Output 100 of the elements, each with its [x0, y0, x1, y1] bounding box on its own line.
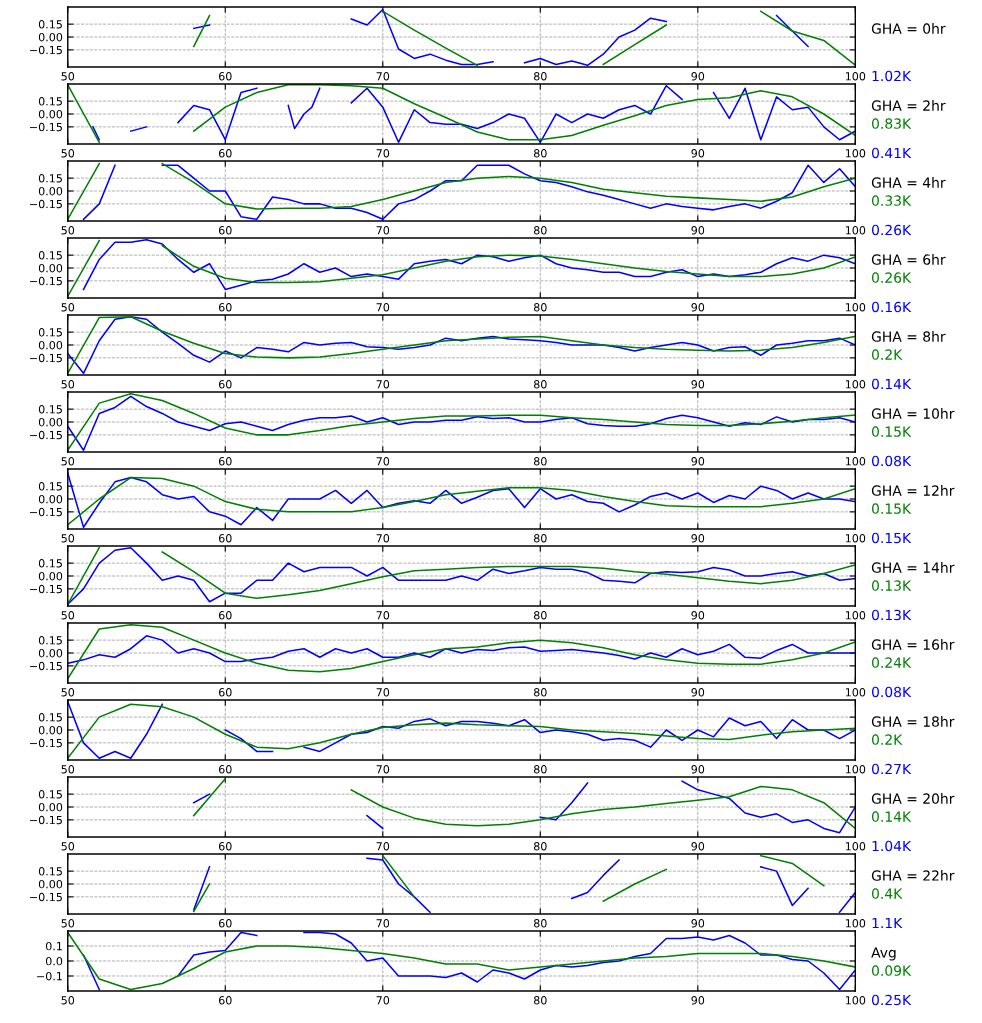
x-tick-label: 60: [218, 457, 232, 466]
y-tick-label: 0.15: [38, 405, 62, 414]
x-tick-label: 50: [61, 457, 75, 466]
x-tick-label: 60: [218, 996, 232, 1005]
y-tick-label: 0.15: [38, 174, 62, 183]
text: GHA = 10hr: [871, 408, 955, 419]
text: 0.08K: [871, 455, 912, 467]
y-tick-label: 0.15: [38, 251, 62, 260]
x-tick-label: 100: [845, 457, 866, 466]
x-tick-label: 50: [61, 919, 75, 928]
text: 0.2K: [871, 734, 903, 745]
text: 0.4K: [871, 888, 903, 899]
x-tick-label: 80: [533, 226, 547, 235]
y-tick-label: −0.15: [30, 430, 62, 440]
x-tick-label: 60: [218, 149, 232, 158]
text: 1.1K: [872, 917, 903, 929]
x-tick-label: 80: [533, 149, 547, 158]
y-tick-label: 0.1: [45, 941, 62, 951]
text: GHA = 4hr: [871, 177, 946, 188]
y-tick-label: 0.00: [38, 648, 63, 658]
x-tick-label: 70: [376, 534, 390, 543]
x-tick-label: 80: [533, 380, 547, 389]
text: GHA = 0hr: [871, 23, 946, 34]
x-tick-label: 70: [376, 226, 390, 235]
line-series: [67, 546, 856, 606]
x-tick-label: 80: [533, 765, 547, 774]
x-tick-label: 50: [61, 380, 75, 389]
x-tick-label: 70: [376, 72, 390, 81]
text: 0.14K: [871, 811, 912, 822]
text: 0.13K: [871, 580, 912, 591]
x-tick-label: 80: [533, 996, 547, 1005]
x-tick-label: 80: [533, 611, 547, 620]
x-tick-label: 100: [845, 996, 866, 1005]
x-tick-label: 50: [61, 72, 75, 81]
x-tick-label: 90: [691, 457, 705, 466]
x-tick-label: 70: [376, 380, 390, 389]
text: 0.15K: [871, 426, 912, 437]
x-tick-label: 60: [218, 765, 232, 774]
x-tick-label: 70: [376, 457, 390, 466]
line-series: [67, 623, 856, 680]
x-tick-label: 100: [845, 149, 866, 158]
x-tick-label: 50: [61, 765, 75, 774]
text: 0.26K: [871, 272, 912, 283]
text: 1.04K: [872, 840, 912, 852]
x-tick-label: 90: [691, 380, 705, 389]
y-tick-label: 0.00: [38, 186, 63, 196]
text: GHA = 22hr: [871, 870, 955, 881]
x-tick-label: 50: [61, 534, 75, 543]
y-tick-label: −0.15: [30, 892, 62, 902]
x-tick-label: 70: [376, 842, 390, 851]
x-tick-label: 70: [376, 303, 390, 312]
x-tick-label: 70: [376, 611, 390, 620]
text: 0.16K: [871, 301, 912, 313]
x-tick-label: 100: [845, 919, 866, 928]
x-tick-label: 50: [61, 611, 75, 620]
x-tick-label: 70: [376, 149, 390, 158]
y-tick-label: −0.15: [30, 45, 62, 55]
x-tick-label: 50: [61, 303, 75, 312]
text: 0.09K: [871, 965, 912, 976]
y-tick-label: 0.15: [38, 559, 62, 568]
y-tick-label: −0.15: [30, 584, 62, 594]
x-tick-label: 50: [61, 688, 75, 697]
y-tick-label: 0.00: [38, 802, 63, 812]
x-tick-label: 70: [376, 996, 390, 1005]
text: 0.14K: [871, 378, 912, 390]
text: 0.13K: [871, 609, 912, 621]
y-tick-label: −0.15: [30, 122, 62, 132]
text: 0.15K: [871, 503, 912, 514]
text: 0.25K: [871, 994, 912, 1006]
x-tick-label: 60: [218, 380, 232, 389]
x-tick-label: 90: [691, 149, 705, 158]
y-tick-label: 0.15: [38, 790, 62, 799]
x-tick-label: 80: [533, 842, 547, 851]
x-tick-label: 60: [218, 226, 232, 235]
y-tick-label: 0.00: [38, 725, 63, 735]
text: GHA = 6hr: [871, 254, 946, 265]
y-tick-label: 0.15: [38, 713, 62, 722]
x-tick-label: 90: [691, 842, 705, 851]
x-tick-label: 90: [691, 919, 705, 928]
x-tick-label: 80: [533, 919, 547, 928]
y-tick-label: 0.00: [38, 109, 63, 119]
x-tick-label: 60: [218, 688, 232, 697]
text: GHA = 8hr: [871, 331, 946, 342]
x-tick-label: 90: [691, 72, 705, 81]
text: 0.27K: [871, 763, 912, 775]
text: GHA = 20hr: [871, 793, 955, 804]
text: GHA = 18hr: [871, 716, 955, 727]
x-tick-label: 60: [218, 303, 232, 312]
x-tick-label: 90: [691, 688, 705, 697]
text: GHA = 14hr: [871, 562, 955, 573]
y-tick-label: −0.1: [37, 971, 62, 981]
y-tick-label: −0.15: [30, 738, 62, 748]
y-tick-label: 0.15: [38, 482, 62, 491]
x-tick-label: 100: [845, 226, 866, 235]
text: GHA = 2hr: [871, 100, 946, 111]
y-tick-label: 0.15: [38, 97, 62, 106]
x-tick-label: 50: [61, 149, 75, 158]
x-tick-label: 80: [533, 688, 547, 697]
x-tick-label: 100: [845, 72, 866, 81]
x-tick-label: 100: [845, 303, 866, 312]
